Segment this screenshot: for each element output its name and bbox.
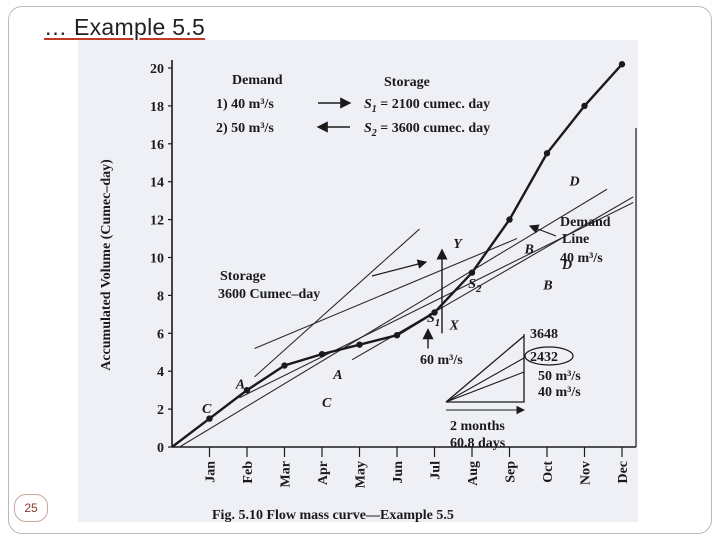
x-tick-label: Sep	[504, 461, 519, 483]
annotation-demand-line-pointer	[528, 224, 557, 237]
annotation-rate-40: 40 m³/s	[538, 385, 581, 400]
point-label-a: A	[235, 377, 245, 392]
x-tick-label: Jan	[204, 461, 219, 483]
x-tick-label: Feb	[241, 461, 256, 484]
y-tick-label: 10	[150, 252, 164, 267]
inset-2432-ring	[524, 346, 574, 366]
annotation-demand-heading: Demand	[232, 73, 283, 88]
point-label-b: B	[524, 243, 534, 258]
tangent-line-1	[179, 188, 608, 448]
x-tick-label: May	[354, 461, 369, 488]
x-tick-label: Nov	[579, 461, 594, 485]
inset-line-60	[445, 335, 525, 403]
annotation-storage-2: S2 = 3600 cumec. day	[364, 121, 490, 139]
x-tick-label: Jul	[429, 461, 444, 480]
annotation-storage-box-value: 3600 Cumec–day	[218, 287, 320, 302]
point-label-subscript: 2	[475, 283, 482, 295]
annotation-value-2432: 2432	[530, 350, 558, 365]
point-label-s: S2	[468, 277, 482, 295]
annotation-value-3648: 3648	[530, 327, 558, 342]
y-tick-label: 14	[150, 176, 164, 191]
y-tick-label: 12	[150, 214, 164, 229]
mass-curve-point	[543, 150, 551, 157]
x-tick-label: Jun	[391, 461, 406, 484]
point-label-a: A	[332, 368, 342, 383]
y-tick-label: 18	[150, 100, 164, 115]
tangent-line-4	[254, 238, 518, 349]
inset-line-50	[445, 357, 525, 403]
point-label-c: C	[322, 396, 332, 411]
point-label-b: B	[542, 279, 552, 294]
y-tick-label: 2	[157, 403, 164, 418]
chart-caption: Fig. 5.10 Flow mass curve—Example 5.5	[212, 508, 454, 523]
point-label-x: X	[449, 319, 460, 334]
y-tick-label: 6	[157, 327, 164, 342]
point-label-c: C	[202, 402, 212, 417]
inset-triangle-legs	[446, 334, 525, 403]
annotation-demand-line-3: 40 m³/s	[560, 251, 603, 266]
mass-curve-point	[506, 216, 513, 223]
slide-frame	[8, 6, 712, 534]
annotation-storage-1: S1 = 2100 cumec. day	[364, 97, 490, 115]
annotation-demand-line-2: Line	[562, 232, 589, 247]
x-tick-label: Mar	[279, 461, 294, 487]
mass-curve-point	[356, 341, 363, 348]
annotation-rate-50: 50 m³/s	[538, 369, 581, 384]
annotation-demand-2: 2) 50 m³/s	[216, 121, 274, 136]
annotation-storage-box-title: Storage	[220, 269, 266, 284]
y-tick-label: 20	[150, 62, 164, 77]
point-label-y: Y	[453, 237, 463, 252]
annotation-span-months: 2 months	[450, 419, 505, 434]
mass-curve-point	[618, 61, 626, 68]
y-axis-label: Accumulated Volume (Cumec–day)	[99, 159, 114, 371]
annotation-demand-1: 1) 40 m³/s	[216, 97, 274, 112]
inset-line-40	[445, 371, 525, 403]
tangent-line-5	[254, 228, 420, 378]
x-tick-label: Oct	[541, 461, 556, 483]
annotation-rate-60: 60 m³/s	[420, 353, 463, 368]
point-label-d: D	[569, 174, 580, 189]
mass-curve-point	[318, 350, 326, 358]
x-tick-label: Dec	[616, 461, 631, 484]
mass-curve-point	[281, 362, 288, 369]
page-number-badge: 25	[14, 494, 48, 522]
x-tick-label: Aug	[466, 461, 481, 486]
mass-curve-point	[581, 102, 588, 110]
y-tick-label: 4	[157, 365, 164, 380]
y-tick-label: 0	[157, 441, 164, 456]
point-label-s: S1	[427, 311, 440, 329]
mass-curve-point	[468, 269, 476, 276]
mass-curve-point	[393, 331, 401, 339]
y-tick-label: 16	[150, 138, 164, 153]
mass-curve-point	[206, 415, 213, 422]
slide-title: … Example 5.5	[44, 14, 206, 40]
point-label-subscript: 1	[435, 317, 441, 329]
y-tick-label: 8	[157, 289, 164, 304]
annotation-span-days: 60.8 days	[450, 436, 506, 451]
x-tick-label: Apr	[316, 461, 331, 485]
annotation-storage-pointer	[371, 259, 428, 277]
point-label-d: D	[561, 258, 572, 273]
mass-curve-point	[431, 309, 438, 316]
annotation-storage-heading: Storage	[384, 75, 430, 90]
mass-curve-point	[243, 386, 251, 394]
annotation-demand-line-1: Demand	[560, 215, 611, 230]
